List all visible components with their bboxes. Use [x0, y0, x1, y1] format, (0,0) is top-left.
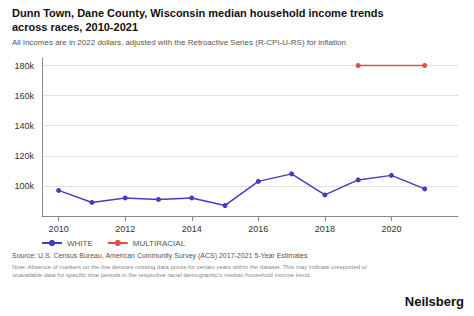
svg-text:Dunn Town, Dane County, Wiscon: Dunn Town, Dane County, Wisconsin median… [12, 7, 384, 19]
svg-text:WHITE: WHITE [67, 239, 93, 248]
svg-text:Source: U.S. Census Bureau, Am: Source: U.S. Census Bureau, American Com… [12, 252, 308, 260]
svg-text:2012: 2012 [115, 224, 135, 234]
svg-text:All incomes are in 2022 dollar: All incomes are in 2022 dollars, adjuste… [12, 38, 346, 47]
svg-text:160k: 160k [14, 91, 34, 101]
svg-text:Neilsberg: Neilsberg [405, 294, 464, 309]
svg-text:2016: 2016 [248, 224, 268, 234]
svg-text:100k: 100k [14, 181, 34, 191]
svg-text:180k: 180k [14, 61, 34, 71]
svg-text:2010: 2010 [49, 224, 69, 234]
svg-text:across races, 2010-2021: across races, 2010-2021 [12, 21, 138, 33]
svg-text:2020: 2020 [381, 224, 401, 234]
svg-text:120k: 120k [14, 151, 34, 161]
svg-text:2014: 2014 [182, 224, 202, 234]
svg-text:140k: 140k [14, 121, 34, 131]
svg-text:MULTIRACIAL: MULTIRACIAL [133, 239, 186, 248]
svg-text:Note: Absence of markers on th: Note: Absence of markers on the line den… [12, 264, 369, 270]
svg-text:unavailable data for specific: unavailable data for specific time perio… [12, 272, 311, 278]
svg-text:2018: 2018 [315, 224, 335, 234]
